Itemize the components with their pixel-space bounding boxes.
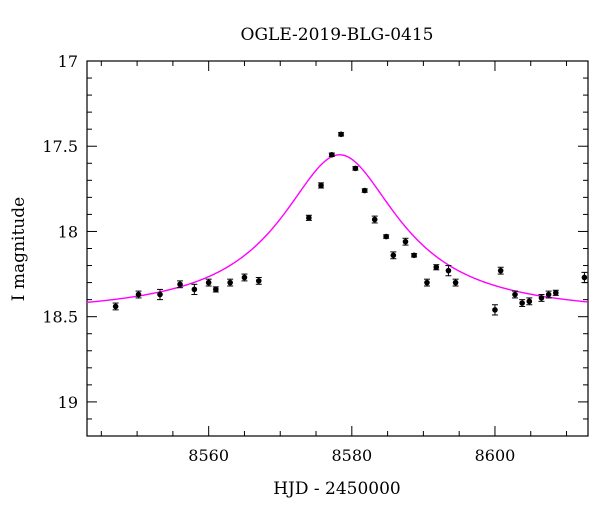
data-point	[491, 304, 498, 316]
data-point	[552, 289, 559, 296]
point-marker	[497, 267, 504, 274]
chart-title: OGLE-2019-BLG-0415	[241, 25, 434, 45]
point-marker	[526, 298, 533, 305]
x-tick-label: 8600	[475, 446, 516, 465]
point-marker	[338, 131, 344, 138]
point-marker	[512, 291, 518, 298]
x-tick-label: 8580	[331, 446, 372, 465]
data-point	[452, 278, 459, 287]
model-curve	[86, 154, 589, 304]
point-marker	[112, 303, 119, 310]
point-marker	[205, 279, 212, 286]
data-point	[423, 278, 430, 287]
data-point	[205, 278, 212, 287]
point-marker	[492, 307, 498, 313]
data-point	[371, 215, 378, 224]
x-tick-label: 8560	[188, 446, 229, 465]
point-marker	[191, 286, 198, 293]
y-tick-label: 17.5	[42, 137, 78, 156]
data-point	[581, 271, 588, 284]
x-axis: 8560 8580 8600	[100, 61, 568, 465]
point-marker	[452, 279, 459, 286]
data-point	[361, 187, 368, 194]
point-marker	[318, 182, 324, 189]
point-marker	[390, 252, 397, 259]
point-marker	[306, 215, 312, 221]
point-marker	[227, 279, 233, 286]
data-point	[177, 280, 184, 289]
y-axis-label: I magnitude	[9, 197, 29, 301]
point-marker	[177, 281, 183, 288]
point-marker	[361, 187, 368, 194]
data-point	[328, 151, 335, 158]
data-point	[241, 273, 248, 282]
point-marker	[424, 279, 430, 286]
data-point	[157, 288, 164, 301]
data-point	[402, 237, 409, 246]
data-point	[212, 286, 219, 293]
data-point	[383, 233, 390, 240]
point-marker	[241, 274, 248, 281]
point-marker	[433, 264, 440, 271]
point-marker	[411, 252, 417, 259]
y-tick-label: 18.5	[42, 308, 78, 327]
y-tick-label: 18	[58, 222, 78, 241]
data-point	[519, 299, 526, 307]
data-point	[255, 276, 262, 285]
data-point	[305, 214, 312, 221]
data-point	[445, 265, 452, 277]
data-point	[545, 290, 552, 299]
data-point	[191, 283, 198, 296]
data-point	[433, 264, 440, 271]
point-marker	[383, 233, 389, 240]
plot-frame	[86, 60, 589, 437]
data-point	[227, 278, 234, 287]
point-marker	[552, 290, 559, 296]
data-points	[112, 131, 588, 316]
point-marker	[352, 165, 359, 172]
y-tick-label: 17	[58, 52, 78, 71]
point-marker	[255, 278, 262, 284]
data-point	[411, 252, 418, 259]
y-tick-label: 19	[58, 393, 78, 412]
point-marker	[135, 291, 142, 298]
data-point	[352, 165, 359, 172]
data-point	[511, 290, 518, 299]
data-point	[390, 251, 397, 260]
data-point	[538, 294, 545, 302]
data-point	[135, 290, 142, 299]
point-marker	[519, 300, 525, 306]
point-marker	[371, 216, 378, 223]
y-axis: 17 17.5 18 18.5 19	[42, 52, 588, 437]
point-marker	[445, 267, 452, 274]
point-marker	[581, 274, 588, 281]
point-marker	[545, 291, 552, 298]
data-point	[526, 297, 533, 306]
point-marker	[213, 286, 219, 293]
point-marker	[538, 295, 545, 301]
data-point	[318, 182, 325, 189]
point-marker	[157, 291, 163, 298]
x-axis-label: HJD - 2450000	[273, 479, 401, 499]
data-point	[338, 131, 345, 138]
point-marker	[402, 238, 409, 245]
point-marker	[328, 151, 335, 158]
data-point	[497, 266, 504, 275]
data-point	[112, 302, 119, 311]
